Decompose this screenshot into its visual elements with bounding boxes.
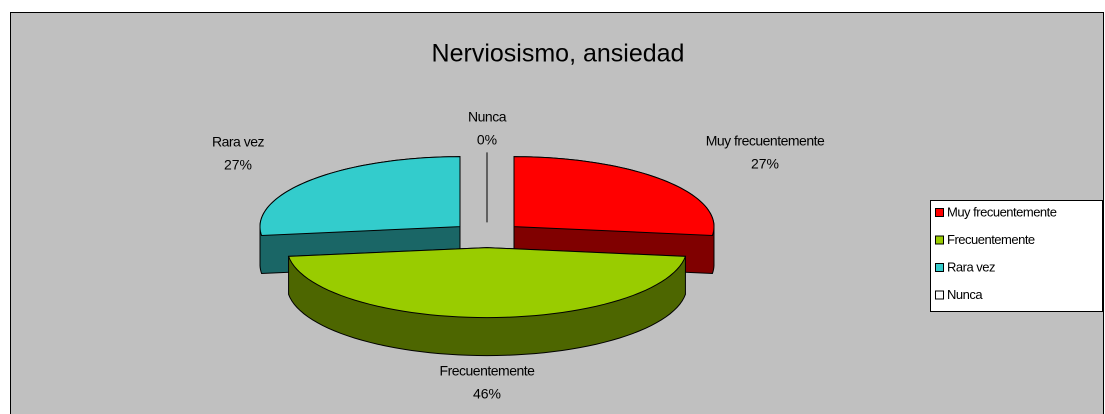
- legend-swatch: [935, 263, 944, 272]
- pie-slice: [259, 156, 461, 274]
- legend-swatch: [935, 235, 944, 245]
- legend-label: Frecuentemente: [947, 232, 1035, 247]
- slice-top: [513, 156, 715, 236]
- chart-title: Nerviosismo, ansiedad: [432, 40, 685, 68]
- data-label-name: Nunca: [468, 109, 507, 125]
- data-label-name: Muy frecuentemente: [706, 133, 825, 149]
- slice-top: [259, 156, 461, 236]
- legend-label: Muy frecuentemente: [947, 204, 1057, 219]
- data-label-value: 27%: [224, 157, 252, 173]
- pie-slice: [513, 156, 715, 274]
- slice-top: [287, 247, 687, 319]
- data-label-value: 0%: [477, 132, 497, 148]
- data-label-value: 46%: [473, 386, 501, 402]
- legend-label: Nunca: [947, 287, 983, 302]
- legend-swatch: [935, 208, 944, 217]
- legend: [930, 200, 1103, 312]
- data-label-name: Rara vez: [212, 134, 265, 150]
- legend-swatch: [935, 290, 944, 300]
- legend-label: Rara vez: [947, 259, 995, 274]
- data-label-name: Frecuentemente: [440, 363, 536, 379]
- data-label-value: 27%: [751, 156, 779, 172]
- pie-slice: [287, 247, 687, 357]
